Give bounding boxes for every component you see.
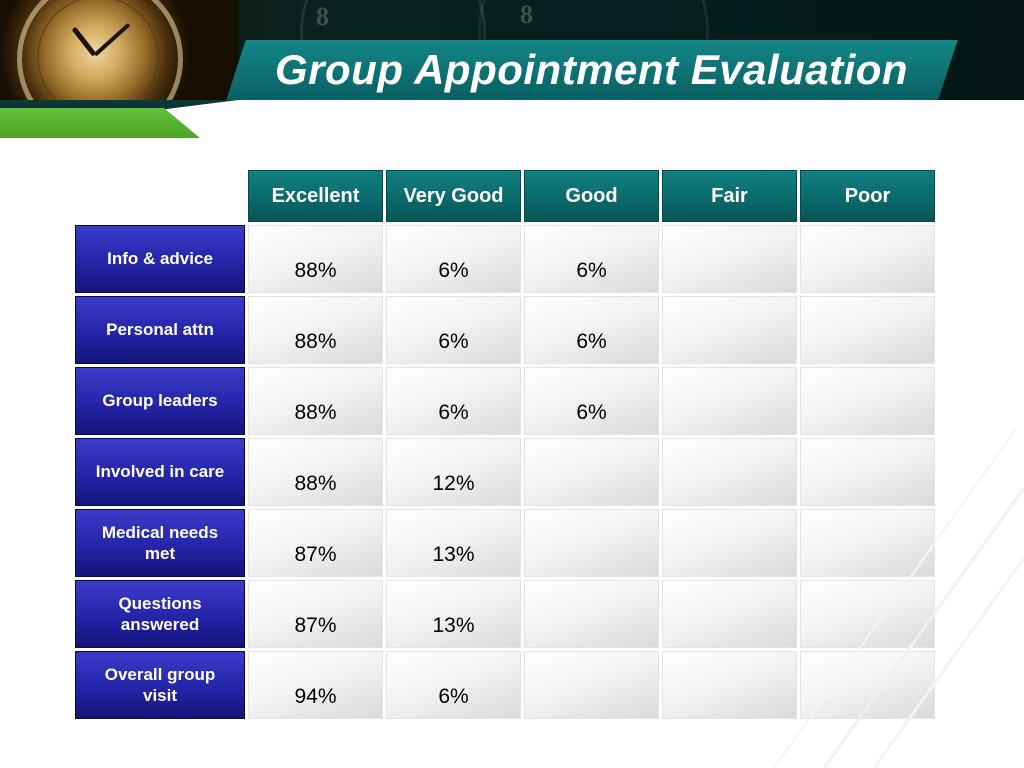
table-cell: 88% [248, 296, 383, 364]
column-header: Good [524, 170, 659, 222]
clock-image [0, 0, 238, 100]
table-cell [524, 509, 659, 577]
table-corner [75, 170, 245, 222]
clock-numeral: 8 [520, 0, 533, 29]
table-cell: 88% [248, 367, 383, 435]
corner-watermark [773, 428, 1024, 768]
column-header: Very Good [386, 170, 521, 222]
table-cell: 88% [248, 438, 383, 506]
table-cell [524, 438, 659, 506]
table-cell: 6% [524, 296, 659, 364]
table-cell: 6% [524, 225, 659, 293]
table-cell [662, 225, 797, 293]
table-cell: 13% [386, 580, 521, 648]
table-cell [662, 580, 797, 648]
table-cell [662, 509, 797, 577]
table-cell [800, 651, 935, 719]
table-cell: 88% [248, 225, 383, 293]
table-cell: 6% [524, 367, 659, 435]
table-cell [524, 651, 659, 719]
evaluation-table: Excellent Very Good Good Fair Poor Info & adv… [75, 170, 935, 719]
table-cell: 12% [386, 438, 521, 506]
row-header: Involved in care [75, 438, 245, 506]
clock-numeral: 8 [316, 2, 329, 31]
header-banner: 8 8 Group Appointment Evaluation [0, 0, 1024, 100]
table-cell [800, 225, 935, 293]
table-cell: 6% [386, 367, 521, 435]
title-band: Group Appointment Evaluation [226, 40, 958, 100]
column-header: Excellent [248, 170, 383, 222]
green-accent-stripe [0, 108, 200, 138]
slide-title: Group Appointment Evaluation [275, 46, 909, 93]
row-header: Overall group visit [75, 651, 245, 719]
table-cell [662, 651, 797, 719]
table-cell [662, 367, 797, 435]
table-cell [800, 367, 935, 435]
table-cell: 6% [386, 225, 521, 293]
table-cell [662, 438, 797, 506]
row-header: Personal attn [75, 296, 245, 364]
table-cell: 6% [386, 651, 521, 719]
clock-face-inner-ring [37, 0, 159, 100]
table-cell [800, 438, 935, 506]
table-cell [800, 296, 935, 364]
table-cell [524, 580, 659, 648]
table-cell: 87% [248, 580, 383, 648]
table-cell: 13% [386, 509, 521, 577]
row-header: Medical needs met [75, 509, 245, 577]
column-header: Fair [662, 170, 797, 222]
table-cell: 6% [386, 296, 521, 364]
table-cell [662, 296, 797, 364]
table-cell: 94% [248, 651, 383, 719]
column-header: Poor [800, 170, 935, 222]
row-header: Questions answered [75, 580, 245, 648]
table-cell: 87% [248, 509, 383, 577]
row-header: Info & advice [75, 225, 245, 293]
row-header: Group leaders [75, 367, 245, 435]
clock-face-ring [17, 0, 183, 100]
